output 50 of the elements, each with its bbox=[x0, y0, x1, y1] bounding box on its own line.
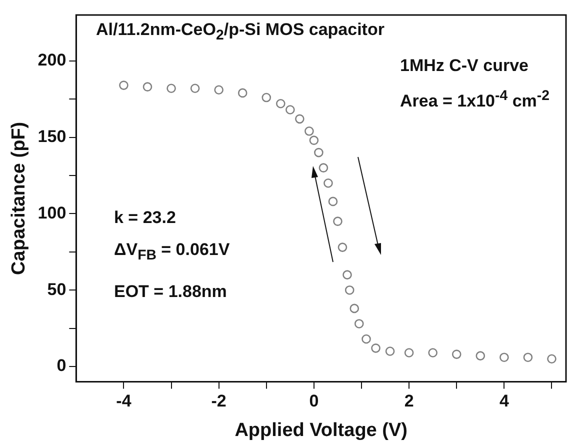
y-tick-label: 50 bbox=[47, 280, 66, 299]
annotation: ΔV$_{FB}$ = 0.061V bbox=[114, 240, 230, 264]
point bbox=[214, 85, 224, 95]
y-tick-label: 0 bbox=[56, 356, 66, 376]
x-tick-label: 2 bbox=[404, 392, 414, 411]
point bbox=[350, 304, 360, 314]
y-axis-title: Capacitance (pF) bbox=[8, 122, 30, 275]
point bbox=[286, 105, 295, 114]
point bbox=[328, 196, 338, 206]
x-tick-label: -4 bbox=[116, 392, 132, 411]
point bbox=[276, 98, 286, 108]
point bbox=[354, 319, 364, 328]
y-tick-label: 200 bbox=[38, 50, 66, 70]
annotation: 1MHz C-V curve bbox=[400, 56, 528, 76]
point bbox=[314, 148, 324, 158]
point bbox=[385, 346, 395, 356]
y-tick-label: 150 bbox=[38, 126, 66, 146]
point bbox=[342, 270, 352, 280]
annotation: EOT = 1.88nm bbox=[114, 282, 227, 302]
x-tick-label: 4 bbox=[499, 392, 510, 411]
point bbox=[166, 84, 176, 94]
point bbox=[295, 114, 304, 124]
chart-title: Al/11.2nm-CeO$_{2}$/p-Si MOS capacitor bbox=[96, 20, 384, 44]
point bbox=[476, 351, 486, 360]
point bbox=[338, 242, 348, 252]
point bbox=[262, 92, 272, 102]
point bbox=[318, 163, 328, 172]
point bbox=[500, 352, 509, 362]
point bbox=[371, 344, 380, 353]
point bbox=[362, 334, 371, 344]
annotation: k = 23.2 bbox=[114, 208, 176, 228]
point bbox=[523, 352, 533, 362]
point bbox=[452, 350, 462, 359]
point bbox=[547, 354, 556, 364]
x-axis-title: Applied Voltage (V) bbox=[234, 420, 408, 441]
point bbox=[238, 88, 248, 98]
x-tick-label: 0 bbox=[309, 392, 319, 411]
annotation: Area = 1x10$^{-4}$ cm$^{-2}$ bbox=[400, 88, 550, 112]
point bbox=[428, 348, 438, 358]
point bbox=[309, 136, 319, 145]
point bbox=[304, 126, 314, 136]
point bbox=[142, 82, 152, 92]
point bbox=[119, 80, 128, 90]
point bbox=[333, 216, 342, 226]
point bbox=[324, 178, 333, 188]
x-tick-label: -2 bbox=[211, 392, 226, 411]
point bbox=[404, 348, 414, 358]
point bbox=[344, 285, 354, 295]
y-tick-label: 100 bbox=[38, 203, 66, 222]
point bbox=[190, 84, 200, 94]
